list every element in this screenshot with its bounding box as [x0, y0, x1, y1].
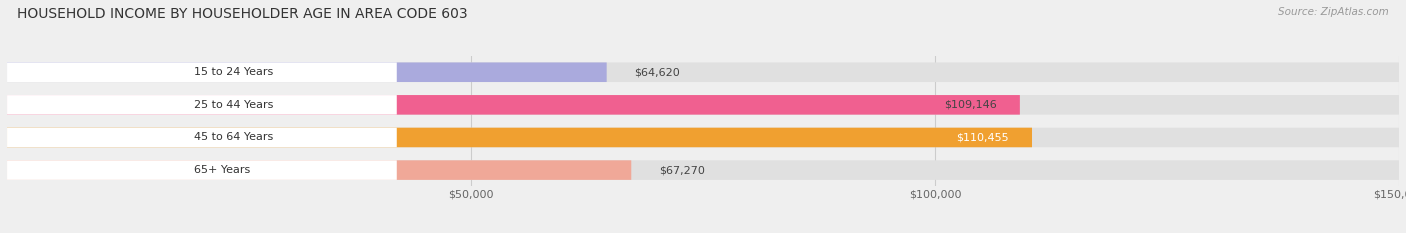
Text: 45 to 64 Years: 45 to 64 Years — [194, 133, 273, 142]
FancyBboxPatch shape — [7, 95, 1399, 115]
FancyBboxPatch shape — [7, 95, 1019, 115]
Text: 15 to 24 Years: 15 to 24 Years — [194, 67, 273, 77]
FancyBboxPatch shape — [7, 160, 396, 180]
FancyBboxPatch shape — [7, 62, 1399, 82]
FancyBboxPatch shape — [7, 62, 396, 82]
FancyBboxPatch shape — [7, 128, 396, 147]
FancyBboxPatch shape — [7, 128, 1399, 147]
Text: Source: ZipAtlas.com: Source: ZipAtlas.com — [1278, 7, 1389, 17]
FancyBboxPatch shape — [7, 160, 1399, 180]
FancyBboxPatch shape — [7, 128, 1032, 147]
Text: $64,620: $64,620 — [634, 67, 681, 77]
Text: $109,146: $109,146 — [943, 100, 997, 110]
Text: 65+ Years: 65+ Years — [194, 165, 250, 175]
Text: HOUSEHOLD INCOME BY HOUSEHOLDER AGE IN AREA CODE 603: HOUSEHOLD INCOME BY HOUSEHOLDER AGE IN A… — [17, 7, 468, 21]
Text: $110,455: $110,455 — [956, 133, 1010, 142]
Text: 25 to 44 Years: 25 to 44 Years — [194, 100, 274, 110]
FancyBboxPatch shape — [7, 160, 631, 180]
Text: $67,270: $67,270 — [659, 165, 704, 175]
FancyBboxPatch shape — [7, 62, 606, 82]
FancyBboxPatch shape — [7, 95, 396, 115]
